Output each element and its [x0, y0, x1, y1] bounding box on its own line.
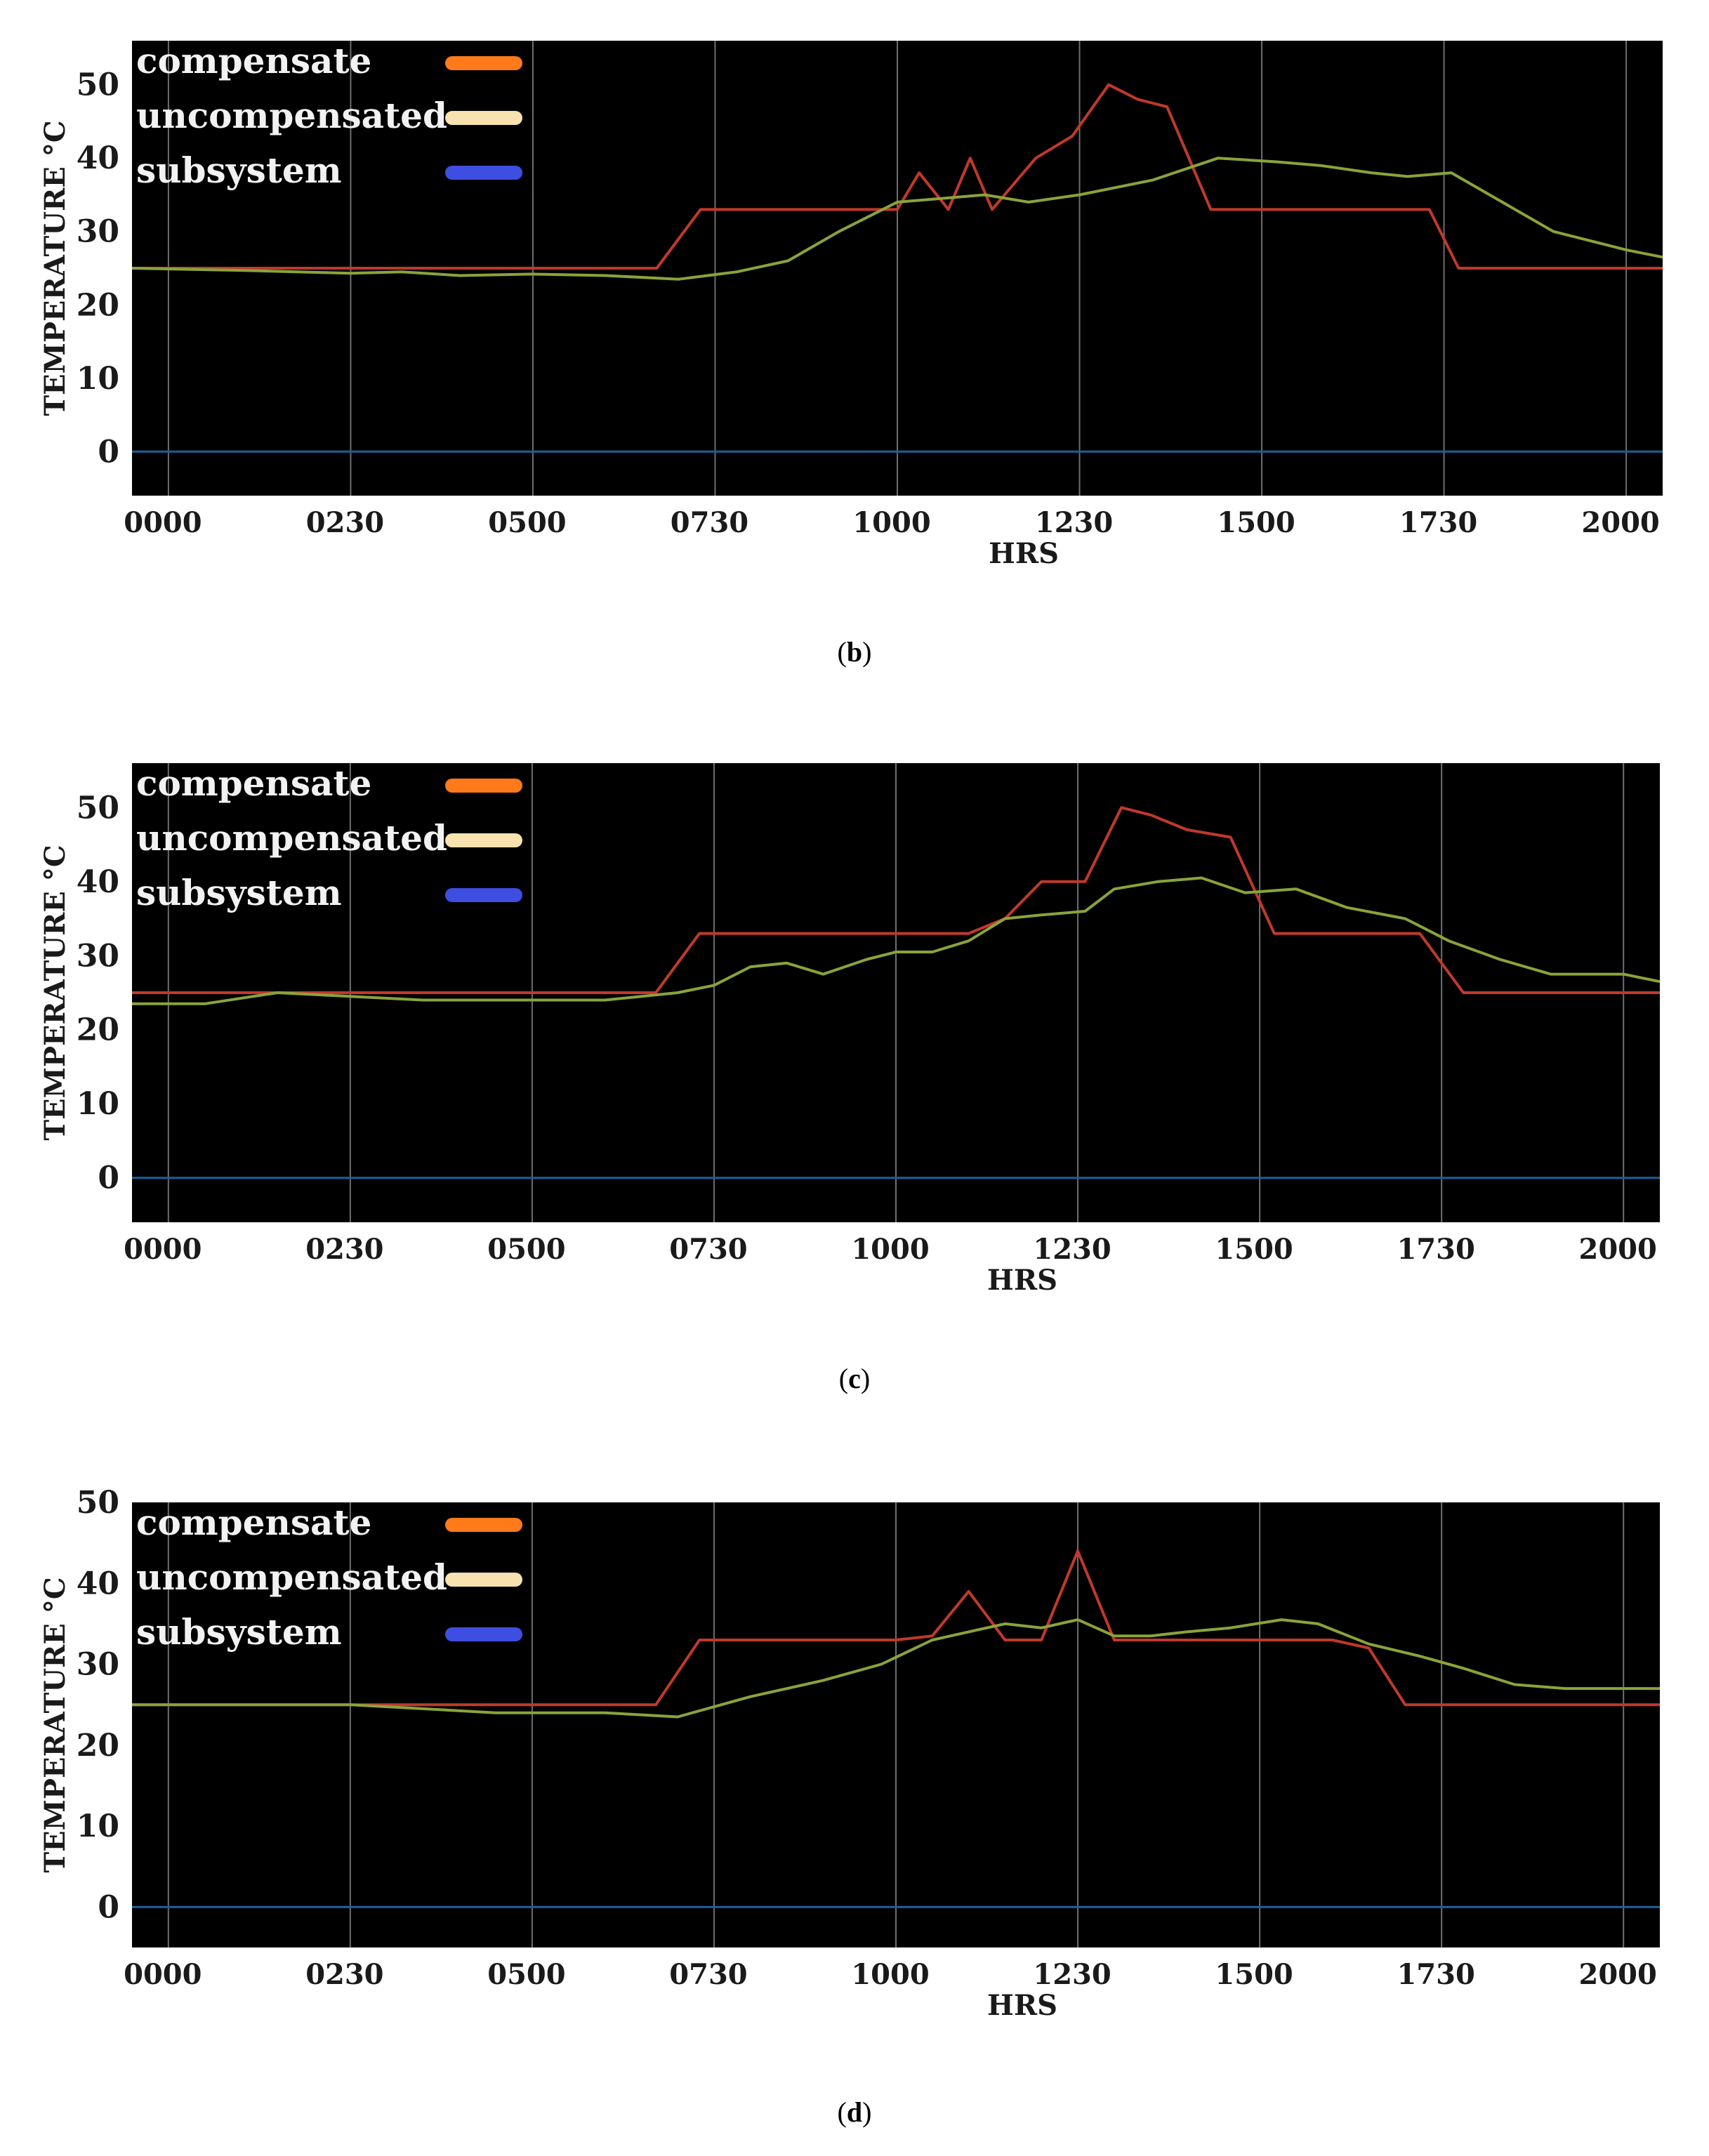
x-tick-label-c-3: 0730 [669, 1233, 747, 1266]
x-tick-label-b-7: 1730 [1399, 506, 1477, 539]
y-tick-label-c-4: 40 [77, 864, 119, 900]
x-tick-label-b-4: 1000 [852, 506, 930, 539]
chart-d: 0 10 20 30 40 50 0000 0230 0500 0730 1000 1230 1500 1… [39, 1485, 1660, 2022]
x-tick-label-d-5: 1230 [1033, 1958, 1111, 1991]
y-tick-label-c-5: 50 [77, 790, 119, 826]
series-compensate-line-c [132, 806, 1660, 994]
x-tick-label-c-0: 0000 [124, 1233, 202, 1266]
legend-label-b-2: subsystem [136, 150, 342, 191]
caption-d: (d) [837, 2096, 872, 2128]
x-tick-label-c-7: 1730 [1397, 1233, 1474, 1266]
series-uncompensated-line-c [132, 876, 1661, 1005]
caption-c: (c) [838, 1363, 871, 1394]
x-tick-label-b-5: 1230 [1035, 506, 1113, 539]
y-tick-label-b-5: 50 [77, 67, 119, 103]
x-tick-label-b-2: 0500 [488, 506, 566, 539]
y-tick-label-c-0: 0 [98, 1160, 119, 1196]
y-tick-label-d-1: 10 [77, 1808, 119, 1844]
chart-c: 0 10 20 30 40 50 0000 0230 0500 0730 1000 1230 1500 1… [39, 762, 1661, 1297]
x-tick-label-d-3: 0730 [669, 1958, 747, 1991]
legend-label-b-1: uncompensated [136, 95, 447, 136]
chart-panel-d: 0 10 20 30 40 50 0000 0230 0500 0730 1000 1230 1500 1… [0, 1453, 1709, 2155]
caption-letter-c: c [848, 1363, 861, 1394]
y-tick-label-c-2: 20 [77, 1012, 119, 1048]
legend-label-c-2: subsystem [136, 872, 342, 913]
x-tick-label-d-4: 1000 [851, 1958, 929, 1991]
x-tick-label-c-6: 1500 [1215, 1233, 1293, 1266]
y-tick-label-d-4: 40 [77, 1566, 119, 1601]
legend-label-c-1: uncompensated [136, 817, 447, 859]
x-tick-label-d-7: 1730 [1397, 1958, 1474, 1991]
caption-letter-b: b [846, 636, 863, 668]
y-tick-label-c-1: 10 [77, 1086, 119, 1122]
x-tick-label-b-3: 0730 [671, 506, 748, 539]
series-uncompensated-line-b [131, 157, 1663, 281]
chart-panel-c: 0 10 20 30 40 50 0000 0230 0500 0730 1000 1230 1500 1… [0, 727, 1709, 1429]
x-axis-label-d: HRS [987, 1989, 1057, 2022]
x-tick-label-b-8: 2000 [1581, 506, 1659, 539]
series-compensate-line-d [132, 1549, 1660, 1707]
x-tick-label-d-8: 2000 [1579, 1958, 1657, 1991]
y-tick-label-b-3: 30 [77, 214, 119, 250]
y-axis-label-c: TEMPERATURE °C [39, 845, 72, 1140]
caption-b: (b) [837, 636, 872, 668]
series-compensate-line-b [132, 83, 1663, 270]
x-tick-label-d-6: 1500 [1215, 1958, 1293, 1991]
y-tick-label-d-0: 0 [98, 1889, 119, 1925]
x-tick-label-c-5: 1230 [1033, 1233, 1111, 1266]
x-axis-label-c: HRS [987, 1264, 1057, 1297]
x-tick-label-d-1: 0230 [305, 1958, 383, 1991]
chart-panel-b: 0 10 20 30 40 50 0000 0230 0500 0730 1000 1230 1500 1… [0, 0, 1709, 702]
y-axis-label-b: TEMPERATURE °C [39, 120, 72, 416]
legend-label-d-1: uncompensated [136, 1556, 447, 1598]
x-tick-label-c-8: 2000 [1579, 1233, 1657, 1266]
y-tick-label-b-1: 10 [77, 361, 119, 397]
x-tick-label-b-6: 1500 [1217, 506, 1295, 539]
series-uncompensated-line-d [132, 1618, 1660, 1719]
legend-label-b-0: compensate [136, 40, 371, 81]
x-tick-label-c-2: 0500 [487, 1233, 565, 1266]
y-tick-label-d-3: 30 [77, 1647, 119, 1683]
y-tick-label-c-3: 30 [77, 938, 119, 974]
x-tick-label-d-2: 0500 [487, 1958, 565, 1991]
y-tick-label-b-2: 20 [77, 287, 119, 323]
y-tick-label-d-2: 20 [77, 1728, 119, 1764]
y-axis-label-d: TEMPERATURE °C [39, 1577, 72, 1872]
x-tick-label-c-1: 0230 [305, 1233, 383, 1266]
y-tick-label-d-5: 50 [77, 1485, 119, 1521]
x-tick-label-d-0: 0000 [124, 1958, 202, 1991]
legend-label-d-0: compensate [136, 1502, 371, 1543]
y-tick-label-b-4: 40 [77, 140, 119, 176]
chart-b: 0 10 20 30 40 50 0000 0230 0500 0730 1000 1230 1500 1… [39, 40, 1663, 570]
x-tick-label-b-0: 0000 [124, 506, 202, 539]
x-axis-label-b: HRS [989, 537, 1059, 570]
x-tick-label-c-4: 1000 [851, 1233, 929, 1266]
x-tick-label-b-1: 0230 [306, 506, 384, 539]
y-tick-label-b-0: 0 [98, 434, 119, 470]
legend-label-c-0: compensate [136, 762, 371, 804]
legend-label-d-2: subsystem [136, 1611, 342, 1653]
caption-letter-d: d [846, 2096, 863, 2128]
